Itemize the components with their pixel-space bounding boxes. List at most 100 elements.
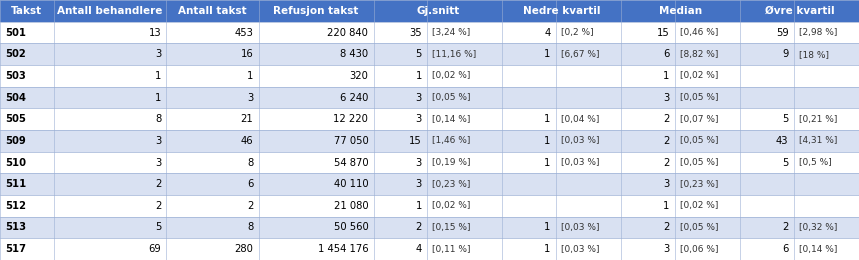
Text: 8: 8 xyxy=(155,114,161,124)
Text: 509: 509 xyxy=(5,136,26,146)
Text: [0,23 %]: [0,23 %] xyxy=(432,180,471,189)
Text: 1: 1 xyxy=(416,71,422,81)
Text: 502: 502 xyxy=(5,49,26,59)
Text: [1,46 %]: [1,46 %] xyxy=(432,136,471,145)
Bar xyxy=(0,65,859,87)
Bar xyxy=(0,173,859,195)
Text: 501: 501 xyxy=(5,28,26,37)
Text: [0,02 %]: [0,02 %] xyxy=(432,201,471,210)
Text: 2: 2 xyxy=(663,223,669,232)
Text: [0,5 %]: [0,5 %] xyxy=(799,158,832,167)
Text: Øvre kvartil: Øvre kvartil xyxy=(765,6,834,16)
Text: [18 %]: [18 %] xyxy=(799,50,829,59)
Text: 2: 2 xyxy=(416,223,422,232)
Text: 1: 1 xyxy=(247,71,253,81)
Text: 2: 2 xyxy=(663,114,669,124)
Text: Takst: Takst xyxy=(11,6,42,16)
Text: 4: 4 xyxy=(545,28,551,37)
Text: 59: 59 xyxy=(776,28,789,37)
Bar xyxy=(0,238,859,260)
Text: [0,32 %]: [0,32 %] xyxy=(799,223,838,232)
Text: [0,03 %]: [0,03 %] xyxy=(561,223,600,232)
Text: Refusjon takst: Refusjon takst xyxy=(273,6,359,16)
Text: 2: 2 xyxy=(247,201,253,211)
Text: 15: 15 xyxy=(409,136,422,146)
Text: 453: 453 xyxy=(235,28,253,37)
Bar xyxy=(0,195,859,217)
Text: [0,05 %]: [0,05 %] xyxy=(432,93,471,102)
Text: 512: 512 xyxy=(5,201,26,211)
Text: [0,06 %]: [0,06 %] xyxy=(679,245,718,254)
Text: 5: 5 xyxy=(416,49,422,59)
Text: 3: 3 xyxy=(416,93,422,102)
Text: 505: 505 xyxy=(5,114,26,124)
Text: [0,11 %]: [0,11 %] xyxy=(432,245,471,254)
Text: 280: 280 xyxy=(235,244,253,254)
Text: 2: 2 xyxy=(663,158,669,167)
Text: 3: 3 xyxy=(155,158,161,167)
Text: [0,03 %]: [0,03 %] xyxy=(561,136,600,145)
Text: 2: 2 xyxy=(663,136,669,146)
Bar xyxy=(0,152,859,173)
Text: 320: 320 xyxy=(350,71,369,81)
Text: 3: 3 xyxy=(663,244,669,254)
Text: 6: 6 xyxy=(247,179,253,189)
Text: [3,24 %]: [3,24 %] xyxy=(432,28,471,37)
Text: [6,67 %]: [6,67 %] xyxy=(561,50,600,59)
Text: 50 560: 50 560 xyxy=(333,223,369,232)
Text: 9: 9 xyxy=(782,49,789,59)
Text: 503: 503 xyxy=(5,71,26,81)
Text: 5: 5 xyxy=(782,114,789,124)
Text: 21 080: 21 080 xyxy=(334,201,369,211)
Text: 6: 6 xyxy=(782,244,789,254)
Text: 5: 5 xyxy=(155,223,161,232)
Text: [0,02 %]: [0,02 %] xyxy=(679,71,718,80)
Text: 8 430: 8 430 xyxy=(340,49,369,59)
Text: 511: 511 xyxy=(5,179,27,189)
Text: 8: 8 xyxy=(247,158,253,167)
Text: [8,82 %]: [8,82 %] xyxy=(679,50,718,59)
Text: [0,15 %]: [0,15 %] xyxy=(432,223,471,232)
Text: [0,14 %]: [0,14 %] xyxy=(799,245,838,254)
Text: 21: 21 xyxy=(241,114,253,124)
Text: 1: 1 xyxy=(663,71,669,81)
Text: 2: 2 xyxy=(155,201,161,211)
Text: 2: 2 xyxy=(782,223,789,232)
Text: 1: 1 xyxy=(545,158,551,167)
Text: 3: 3 xyxy=(416,114,422,124)
Text: 46: 46 xyxy=(241,136,253,146)
Text: 15: 15 xyxy=(657,28,669,37)
Text: 1: 1 xyxy=(545,49,551,59)
Text: [0,02 %]: [0,02 %] xyxy=(679,201,718,210)
Text: Gj.snitt: Gj.snitt xyxy=(417,6,460,16)
Text: Median: Median xyxy=(659,6,702,16)
Text: 6: 6 xyxy=(663,49,669,59)
Text: 3: 3 xyxy=(663,179,669,189)
Text: Antall behandlere: Antall behandlere xyxy=(58,6,162,16)
Text: 54 870: 54 870 xyxy=(334,158,369,167)
Text: [0,04 %]: [0,04 %] xyxy=(561,115,600,124)
Text: [0,05 %]: [0,05 %] xyxy=(679,93,718,102)
Text: 504: 504 xyxy=(5,93,26,102)
Text: [0,07 %]: [0,07 %] xyxy=(679,115,718,124)
Text: 1 454 176: 1 454 176 xyxy=(318,244,369,254)
Text: 8: 8 xyxy=(247,223,253,232)
Text: 35: 35 xyxy=(409,28,422,37)
Text: [4,31 %]: [4,31 %] xyxy=(799,136,838,145)
Text: [0,03 %]: [0,03 %] xyxy=(561,245,600,254)
Text: [0,03 %]: [0,03 %] xyxy=(561,158,600,167)
Text: 3: 3 xyxy=(155,136,161,146)
Text: 3: 3 xyxy=(416,179,422,189)
Text: Antall takst: Antall takst xyxy=(178,6,247,16)
Text: 1: 1 xyxy=(416,201,422,211)
Text: 16: 16 xyxy=(241,49,253,59)
Text: [0,02 %]: [0,02 %] xyxy=(432,71,471,80)
Text: 510: 510 xyxy=(5,158,26,167)
Text: [0,05 %]: [0,05 %] xyxy=(679,158,718,167)
Text: 3: 3 xyxy=(663,93,669,102)
Text: 220 840: 220 840 xyxy=(327,28,369,37)
Text: 40 110: 40 110 xyxy=(334,179,369,189)
Text: 1: 1 xyxy=(545,136,551,146)
Text: 5: 5 xyxy=(782,158,789,167)
Text: 4: 4 xyxy=(416,244,422,254)
